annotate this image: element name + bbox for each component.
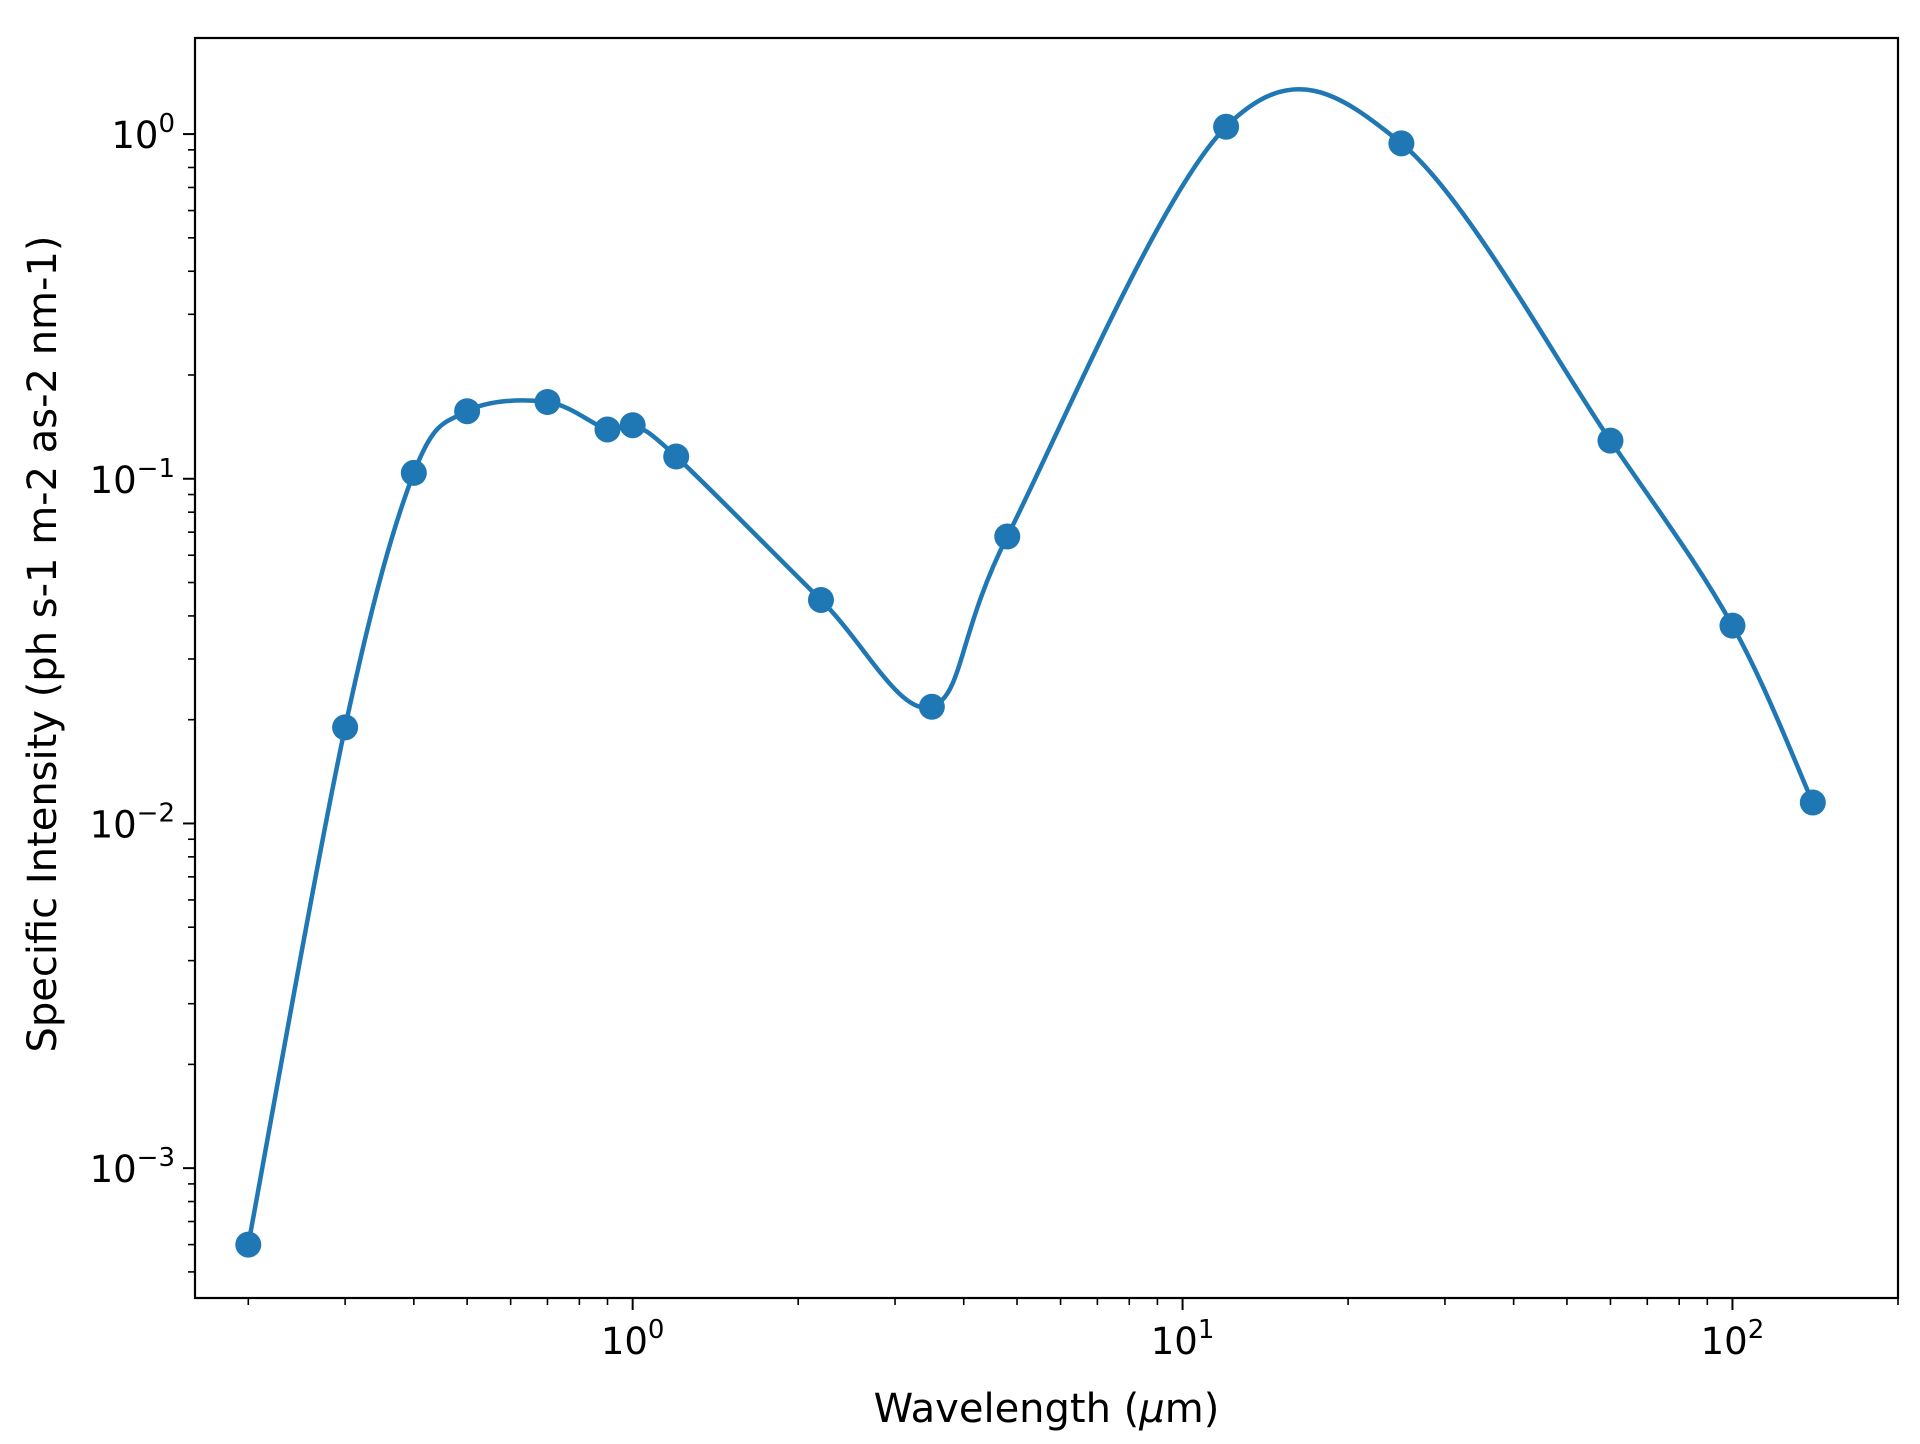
data-point — [332, 714, 359, 741]
y-tick-label: 10−1 — [90, 454, 175, 502]
data-point — [994, 523, 1021, 550]
plot-frame — [193, 36, 1900, 1300]
y-tick-label-base: 10 — [90, 459, 137, 502]
data-point — [1213, 113, 1240, 140]
data-point — [594, 416, 621, 443]
data-point — [1799, 789, 1826, 816]
y-tick-label: 100 — [111, 109, 175, 157]
y-tick-label: 10−3 — [90, 1143, 175, 1191]
y-tick-label-exponent: 0 — [158, 109, 175, 139]
data-point — [1597, 427, 1624, 454]
y-tick-label-exponent: −2 — [137, 798, 175, 828]
x-tick-label-exponent: 0 — [648, 1315, 665, 1345]
data-point — [235, 1231, 262, 1258]
x-tick-label-base: 10 — [1151, 1320, 1198, 1363]
y-axis-label: Specific Intensity (ph s-1 m-2 as-2 nm-1… — [20, 235, 66, 1052]
x-tick-label: 101 — [1151, 1315, 1215, 1363]
x-tick-label-base: 10 — [1701, 1320, 1748, 1363]
data-point — [918, 693, 945, 720]
minor-ticks — [188, 149, 1899, 1305]
x-tick-label-base: 10 — [601, 1320, 648, 1363]
y-tick-label-base: 10 — [111, 114, 158, 157]
data-point — [400, 459, 427, 486]
data-point — [807, 586, 834, 613]
data-point — [1388, 130, 1415, 157]
x-tick-label-exponent: 2 — [1748, 1315, 1765, 1345]
x-axis-label: Wavelength (μm) — [874, 1386, 1220, 1432]
data-point — [663, 443, 690, 470]
x-axis-label-before: Wavelength ( — [874, 1386, 1140, 1432]
x-tick-label: 102 — [1701, 1315, 1765, 1363]
major-ticks — [183, 133, 1734, 1310]
data-point — [534, 389, 561, 416]
y-tick-label-exponent: −3 — [137, 1143, 175, 1173]
x-tick-label-exponent: 1 — [1198, 1315, 1215, 1345]
x-axis-label-after: m) — [1165, 1386, 1220, 1432]
data-point — [1719, 612, 1746, 639]
y-tick-label-base: 10 — [90, 803, 137, 846]
x-tick-label: 100 — [601, 1315, 665, 1363]
x-axis-label-mu: μ — [1138, 1386, 1164, 1432]
data-point — [619, 412, 646, 439]
series-layer — [235, 87, 1826, 1258]
series-line — [246, 87, 1815, 1246]
y-tick-label-exponent: −1 — [137, 454, 175, 484]
y-tick-label-base: 10 — [90, 1148, 137, 1191]
data-point — [454, 398, 481, 425]
y-tick-label: 10−2 — [90, 798, 175, 846]
